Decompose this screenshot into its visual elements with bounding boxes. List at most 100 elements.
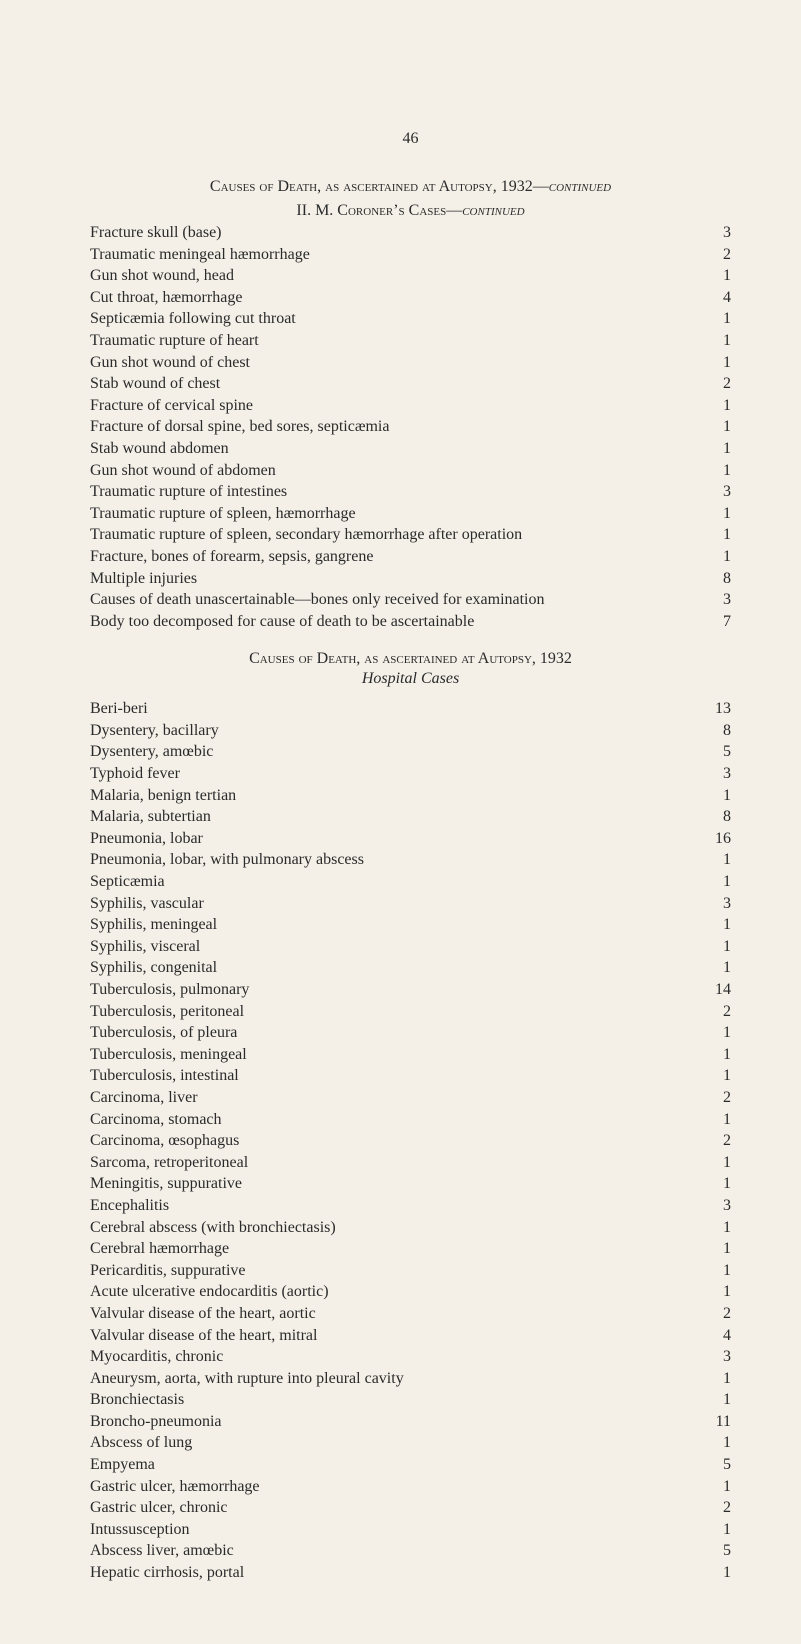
list-item: Broncho-pneumonia11 <box>90 1411 731 1433</box>
list-item: Carcinoma, liver2 <box>90 1087 731 1109</box>
section-b-title: Causes of Death, as ascertained at Autop… <box>90 650 731 668</box>
list-item-label: Fracture, bones of forearm, sepsis, gang… <box>90 546 697 568</box>
list-item-label: Causes of death unascertainable—bones on… <box>90 589 697 611</box>
list-item-label: Broncho-pneumonia <box>90 1411 697 1433</box>
list-item-value: 1 <box>697 265 731 287</box>
list-item: Valvular disease of the heart, aortic2 <box>90 1303 731 1325</box>
section-b-subtitle: Hospital Cases <box>90 670 731 688</box>
list-item-value: 1 <box>697 1562 731 1584</box>
list-item-value: 1 <box>697 1368 731 1390</box>
list-item: Intussusception1 <box>90 1519 731 1541</box>
list-item: Aneurysm, aorta, with rupture into pleur… <box>90 1368 731 1390</box>
list-item: Gastric ulcer, hæmorrhage1 <box>90 1476 731 1498</box>
list-item: Pneumonia, lobar, with pulmonary abscess… <box>90 849 731 871</box>
list-item: Gun shot wound, head1 <box>90 265 731 287</box>
list-item-value: 16 <box>697 828 731 850</box>
list-item-label: Gun shot wound of abdomen <box>90 460 697 482</box>
list-item-value: 2 <box>697 1130 731 1152</box>
list-item-value: 1 <box>697 849 731 871</box>
list-item-value: 1 <box>697 1022 731 1044</box>
list-item-value: 1 <box>697 1389 731 1411</box>
list-item: Traumatic meningeal hæmorrhage2 <box>90 244 731 266</box>
list-item-label: Meningitis, suppurative <box>90 1173 697 1195</box>
list-item: Traumatic rupture of heart1 <box>90 330 731 352</box>
list-item-value: 5 <box>697 1540 731 1562</box>
list-item-value: 1 <box>697 1217 731 1239</box>
list-item-value: 7 <box>697 611 731 633</box>
list-item-label: Cut throat, hæmorrhage <box>90 287 697 309</box>
list-item-label: Pericarditis, suppurative <box>90 1260 697 1282</box>
list-item-value: 1 <box>697 871 731 893</box>
list-item-label: Sarcoma, retroperitoneal <box>90 1152 697 1174</box>
list-item-label: Tuberculosis, intestinal <box>90 1065 697 1087</box>
list-item: Hepatic cirrhosis, portal1 <box>90 1562 731 1584</box>
list-item-label: Malaria, benign tertian <box>90 785 697 807</box>
list-item-label: Traumatic rupture of heart <box>90 330 697 352</box>
list-item-label: Tuberculosis, peritoneal <box>90 1001 697 1023</box>
list-item-label: Body too decomposed for cause of death t… <box>90 611 697 633</box>
list-item-value: 1 <box>697 438 731 460</box>
list-item: Stab wound of chest2 <box>90 373 731 395</box>
list-item-value: 1 <box>697 1432 731 1454</box>
list-item-label: Multiple injuries <box>90 568 697 590</box>
list-item-value: 2 <box>697 1303 731 1325</box>
list-item: Cut throat, hæmorrhage4 <box>90 287 731 309</box>
list-item-value: 3 <box>697 1346 731 1368</box>
list-item-label: Gun shot wound of chest <box>90 352 697 374</box>
list-item: Carcinoma, œsophagus2 <box>90 1130 731 1152</box>
list-item: Fracture skull (base)3 <box>90 222 731 244</box>
list-item-value: 1 <box>697 1152 731 1174</box>
list-item-label: Pneumonia, lobar, with pulmonary abscess <box>90 849 697 871</box>
list-item-label: Gastric ulcer, chronic <box>90 1497 697 1519</box>
list-item-value: 1 <box>697 524 731 546</box>
list-item-value: 3 <box>697 222 731 244</box>
list-item-value: 3 <box>697 763 731 785</box>
list-item: Traumatic rupture of spleen, hæmorrhage1 <box>90 503 731 525</box>
list-item: Tuberculosis, meningeal1 <box>90 1044 731 1066</box>
list-item-label: Septicæmia <box>90 871 697 893</box>
list-item-label: Fracture of dorsal spine, bed sores, sep… <box>90 416 697 438</box>
list-item: Sarcoma, retroperitoneal1 <box>90 1152 731 1174</box>
list-item: Cerebral hæmorrhage1 <box>90 1238 731 1260</box>
list-item: Cerebral abscess (with bronchiectasis)1 <box>90 1217 731 1239</box>
list-item: Abscess liver, amœbic5 <box>90 1540 731 1562</box>
list-item-label: Stab wound abdomen <box>90 438 697 460</box>
list-item-value: 2 <box>697 244 731 266</box>
list-item-value: 3 <box>697 1195 731 1217</box>
list-item: Meningitis, suppurative1 <box>90 1173 731 1195</box>
list-item-value: 1 <box>697 1044 731 1066</box>
list-item-label: Typhoid fever <box>90 763 697 785</box>
list-item: Beri-beri13 <box>90 698 731 720</box>
list-item-value: 1 <box>697 395 731 417</box>
list-item-value: 2 <box>697 1497 731 1519</box>
list-item-value: 1 <box>697 785 731 807</box>
list-item-value: 3 <box>697 893 731 915</box>
list-item-label: Acute ulcerative endocarditis (aortic) <box>90 1281 697 1303</box>
list-item: Acute ulcerative endocarditis (aortic)1 <box>90 1281 731 1303</box>
list-item-value: 3 <box>697 589 731 611</box>
list-item-label: Fracture of cervical spine <box>90 395 697 417</box>
list-item: Malaria, subtertian8 <box>90 806 731 828</box>
list-item-label: Aneurysm, aorta, with rupture into pleur… <box>90 1368 697 1390</box>
list-item-value: 1 <box>697 1109 731 1131</box>
list-item: Septicæmia1 <box>90 871 731 893</box>
list-item: Pneumonia, lobar16 <box>90 828 731 850</box>
list-item-label: Gun shot wound, head <box>90 265 697 287</box>
section-b-list: Beri-beri13Dysentery, bacillary8Dysenter… <box>90 698 731 1583</box>
list-item-label: Valvular disease of the heart, aortic <box>90 1303 697 1325</box>
list-item-label: Stab wound of chest <box>90 373 697 395</box>
page: 46 Causes of Death, as ascertained at Au… <box>0 0 801 1644</box>
list-item-value: 1 <box>697 1476 731 1498</box>
list-item-value: 1 <box>697 957 731 979</box>
list-item: Syphilis, visceral1 <box>90 936 731 958</box>
list-item: Carcinoma, stomach1 <box>90 1109 731 1131</box>
list-item-label: Myocarditis, chronic <box>90 1346 697 1368</box>
list-item-label: Dysentery, amœbic <box>90 741 697 763</box>
list-item-label: Malaria, subtertian <box>90 806 697 828</box>
list-item: Malaria, benign tertian1 <box>90 785 731 807</box>
list-item-label: Valvular disease of the heart, mitral <box>90 1325 697 1347</box>
list-item-value: 1 <box>697 308 731 330</box>
list-item-label: Septicæmia following cut throat <box>90 308 697 330</box>
list-item-value: 2 <box>697 1001 731 1023</box>
list-item: Bronchiectasis1 <box>90 1389 731 1411</box>
